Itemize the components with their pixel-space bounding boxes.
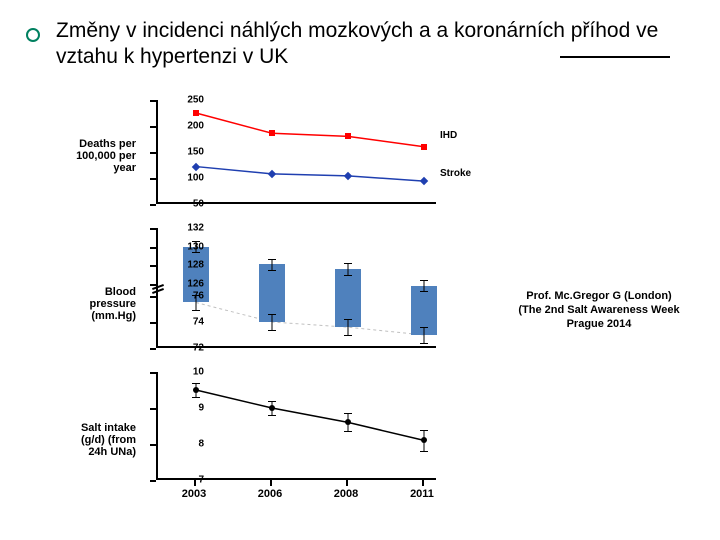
- slide-bullet: [26, 28, 40, 42]
- ytick: [150, 444, 156, 446]
- ytick: [150, 204, 156, 206]
- errorbar-cap: [192, 310, 200, 311]
- ytick: [150, 178, 156, 180]
- ylabel-deaths: Deaths per 100,000 per year: [66, 138, 136, 174]
- ytick: [150, 296, 156, 298]
- yticklabel: 72: [193, 343, 204, 354]
- data-marker: [421, 144, 427, 150]
- yticklabel: 9: [198, 403, 204, 414]
- ytick: [150, 152, 156, 154]
- ylabel-salt: Salt intake (g/d) (from 24h UNa): [66, 422, 136, 458]
- data-marker: [421, 437, 427, 443]
- attribution-line: Prague 2014: [514, 318, 684, 332]
- errorbar-cap: [344, 335, 352, 336]
- yticklabel: 150: [187, 147, 204, 158]
- ytick: [150, 348, 156, 350]
- errorbar-cap: [268, 270, 276, 271]
- ylabel-bp: Blood pressure (mm.Hg): [66, 286, 136, 322]
- errorbar: [272, 259, 273, 270]
- attribution: Prof. Mc.Gregor G (London) (The 2nd Salt…: [514, 290, 684, 331]
- data-marker: [193, 387, 199, 393]
- panel3-lines: [158, 372, 438, 480]
- errorbar-cap: [268, 415, 276, 416]
- ytick: [150, 408, 156, 410]
- yticklabel: 128: [187, 260, 204, 271]
- errorbar-cap: [344, 413, 352, 414]
- errorbar-cap: [344, 319, 352, 320]
- yticklabel: 74: [193, 317, 204, 328]
- errorbar: [272, 314, 273, 330]
- data-marker: [193, 110, 199, 116]
- yticklabel: 130: [187, 241, 204, 252]
- errorbar-cap: [420, 327, 428, 328]
- errorbar-cap: [192, 383, 200, 384]
- errorbar-cap: [268, 314, 276, 315]
- errorbar-cap: [420, 430, 428, 431]
- xtick: [422, 480, 424, 486]
- xticklabel: 2011: [410, 488, 434, 500]
- ytick: [150, 247, 156, 249]
- title-underline: [560, 56, 670, 58]
- attribution-line: (The 2nd Salt Awareness Week: [514, 304, 684, 318]
- data-marker: [345, 133, 351, 139]
- errorbar-cap: [420, 451, 428, 452]
- yticklabel: 76: [193, 291, 204, 302]
- ytick: [150, 322, 156, 324]
- axis-break-icon: [152, 286, 164, 294]
- errorbar-cap: [268, 401, 276, 402]
- data-marker: [269, 130, 275, 136]
- xticklabel: 2008: [334, 488, 358, 500]
- series-label-ihd: IHD: [440, 130, 457, 141]
- errorbar-cap: [268, 259, 276, 260]
- errorbar-cap: [420, 280, 428, 281]
- data-marker: [345, 419, 351, 425]
- ytick: [150, 372, 156, 374]
- ytick: [150, 228, 156, 230]
- errorbar-cap: [344, 275, 352, 276]
- errorbar-cap: [192, 397, 200, 398]
- errorbar-cap: [268, 330, 276, 331]
- ytick: [150, 126, 156, 128]
- yticklabel: 10: [193, 367, 204, 378]
- xtick: [194, 480, 196, 486]
- yticklabel: 100: [187, 173, 204, 184]
- data-marker: [269, 405, 275, 411]
- ytick: [150, 100, 156, 102]
- yticklabel: 200: [187, 121, 204, 132]
- figure: Deaths per 100,000 per year Blood pressu…: [70, 100, 490, 520]
- xtick: [346, 480, 348, 486]
- errorbar: [348, 263, 349, 274]
- errorbar: [348, 319, 349, 335]
- errorbar: [424, 280, 425, 291]
- errorbar-cap: [344, 431, 352, 432]
- xtick: [270, 480, 272, 486]
- errorbar-cap: [192, 252, 200, 253]
- errorbar-cap: [420, 343, 428, 344]
- yticklabel: 7: [198, 475, 204, 486]
- yticklabel: 8: [198, 439, 204, 450]
- page-title: Změny v incidenci náhlých mozkových a a …: [56, 18, 696, 71]
- yticklabel: 250: [187, 95, 204, 106]
- panel-salt: [156, 372, 436, 480]
- xticklabel: 2003: [182, 488, 206, 500]
- yticklabel: 126: [187, 279, 204, 290]
- errorbar-cap: [420, 291, 428, 292]
- ytick: [150, 480, 156, 482]
- xticklabel: 2006: [258, 488, 282, 500]
- title-block: Změny v incidenci náhlých mozkových a a …: [56, 18, 696, 71]
- series-label-stroke: Stroke: [440, 168, 471, 179]
- yticklabel: 50: [193, 199, 204, 210]
- attribution-line: Prof. Mc.Gregor G (London): [514, 290, 684, 304]
- errorbar-cap: [344, 263, 352, 264]
- yticklabel: 132: [187, 223, 204, 234]
- errorbar: [424, 327, 425, 343]
- ytick: [150, 265, 156, 267]
- ytick: [150, 284, 156, 286]
